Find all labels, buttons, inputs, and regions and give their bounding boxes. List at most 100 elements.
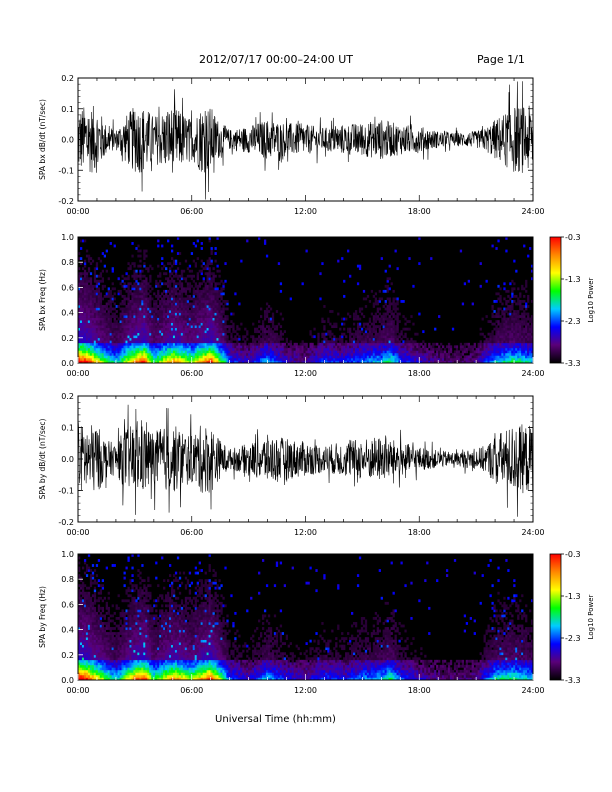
spectrogram-cell xyxy=(174,307,178,311)
spectrogram-cell xyxy=(230,332,233,336)
spectrogram-cell xyxy=(356,282,360,286)
spectrogram-cell xyxy=(521,315,524,318)
spectrogram-cell xyxy=(382,347,385,351)
spectrogram-cell xyxy=(420,350,423,354)
spectrogram-cell xyxy=(376,335,379,339)
spectrogram-cell xyxy=(170,345,174,349)
spectrogram-cell xyxy=(119,322,122,326)
spectrogram-cell xyxy=(172,305,176,308)
spectrogram-cell xyxy=(394,347,397,351)
spectrogram-cell xyxy=(349,335,352,339)
spectrogram-cell xyxy=(254,350,257,354)
spectrogram-cell xyxy=(356,350,360,354)
spectrogram-cell xyxy=(147,352,150,356)
spectrogram-cell xyxy=(123,317,126,321)
spectrogram-cell xyxy=(135,335,138,339)
spectrogram-cell xyxy=(149,345,152,349)
spectrogram-cell xyxy=(455,350,459,354)
spectrogram-cell xyxy=(485,337,488,341)
spectrogram-cell xyxy=(200,269,203,273)
spectrogram-cell xyxy=(267,352,271,356)
spectrogram-cell xyxy=(165,312,168,316)
spectrogram-cell xyxy=(317,360,320,364)
spectrogram-cell xyxy=(174,342,178,346)
spectrogram-cell xyxy=(527,350,530,354)
spectrogram-cell xyxy=(529,247,532,250)
spectrogram-cell xyxy=(167,347,170,351)
spectrogram-cell xyxy=(210,287,213,291)
spectrogram-cell xyxy=(107,307,110,311)
spectrogram-cell xyxy=(165,350,168,354)
spectrogram-cell xyxy=(507,322,510,326)
spectrogram-cell xyxy=(135,330,138,334)
spectrogram-cell xyxy=(263,315,267,318)
spectrogram-cell xyxy=(169,282,172,286)
spectrogram-cell xyxy=(428,352,431,356)
spectrogram-cell xyxy=(265,325,269,329)
spectrogram-cell xyxy=(135,272,138,276)
spectrogram-cell xyxy=(329,332,332,336)
spectrogram-cell xyxy=(428,355,431,359)
spectrogram-cell xyxy=(79,644,83,648)
spectrogram-cell xyxy=(165,317,168,321)
spectrogram-cell xyxy=(515,327,518,331)
spectrogram-cell xyxy=(178,305,182,308)
spectrogram-cell xyxy=(87,307,91,311)
spectrogram-cell xyxy=(78,330,81,334)
spectrogram-cell xyxy=(400,345,403,349)
spectrogram-cell xyxy=(188,325,192,329)
spectrogram-cell xyxy=(360,307,364,311)
spectrogram-cell xyxy=(295,352,298,356)
spectrogram-cell xyxy=(99,302,103,306)
spectrogram-cell xyxy=(248,360,251,364)
spectrogram-cell xyxy=(79,262,83,266)
spectrogram-cell xyxy=(196,345,199,349)
spectrogram-cell xyxy=(208,262,211,266)
spectrogram-cell xyxy=(196,355,199,359)
spectrogram-cell xyxy=(182,350,186,354)
y-tick-label: 0.2 xyxy=(61,334,74,343)
spectrogram-cell xyxy=(125,272,128,276)
spectrogram-cell xyxy=(208,289,211,293)
spectrogram-cell xyxy=(408,350,411,354)
spectrogram-cell xyxy=(216,320,219,323)
spectrogram-cell xyxy=(469,355,472,359)
spectrogram-cell xyxy=(202,347,205,351)
spectrogram-cell xyxy=(178,262,182,266)
spectrogram-cell xyxy=(159,307,162,311)
spectrogram-cell xyxy=(151,350,154,354)
spectrogram-cell xyxy=(107,332,110,336)
spectrogram-cell xyxy=(495,335,498,339)
spectrogram-cell xyxy=(267,327,271,331)
spectrogram-cell xyxy=(234,292,237,296)
spectrogram-cell xyxy=(285,350,288,354)
spectrogram-cell xyxy=(176,297,180,301)
spectrogram-cell xyxy=(501,342,504,346)
spectrogram-cell xyxy=(447,342,451,346)
spectrogram-cell xyxy=(87,312,91,316)
spectrogram-cell xyxy=(180,289,184,293)
spectrogram-cell xyxy=(422,357,425,361)
spectrogram-cell xyxy=(133,300,136,303)
spectrogram-cell xyxy=(161,330,164,334)
spectrogram-cell xyxy=(212,320,215,323)
spectrogram-cell xyxy=(139,297,142,301)
spectrogram-cell xyxy=(188,320,192,323)
spectrogram-cell xyxy=(372,352,376,356)
spectrogram-cell xyxy=(208,340,211,344)
spectrogram-cell xyxy=(123,300,126,303)
spectrogram-cell xyxy=(376,317,379,321)
spectrogram-cell xyxy=(216,315,219,318)
spectrogram-cell xyxy=(208,357,211,361)
spectrogram-cell xyxy=(78,647,81,651)
spectrogram-cell xyxy=(341,352,344,356)
spectrogram-cell xyxy=(349,350,352,354)
spectrogram-cell xyxy=(186,357,190,361)
spectrogram-cell xyxy=(301,347,304,351)
spectrogram-cell xyxy=(394,345,397,349)
spectrogram-cell xyxy=(95,320,99,323)
spectrogram-cell xyxy=(170,330,174,334)
spectrogram-cell xyxy=(135,317,138,321)
spectrogram-cell xyxy=(137,249,140,253)
spectrogram-cell xyxy=(125,330,128,334)
